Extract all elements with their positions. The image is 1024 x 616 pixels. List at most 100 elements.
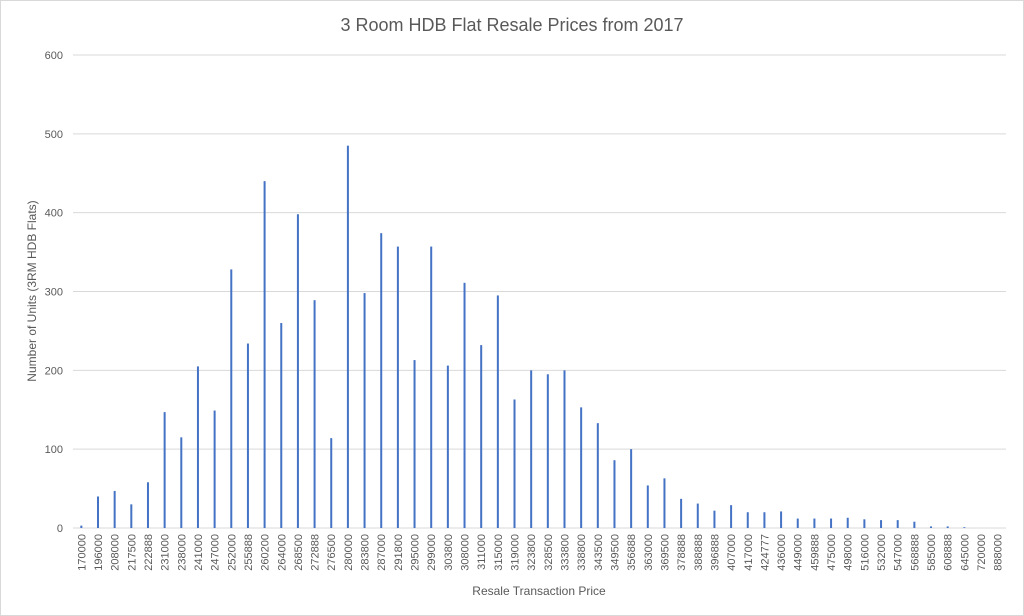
x-tick-label: 498000 xyxy=(843,534,855,571)
bar-252000 xyxy=(230,269,233,528)
y-tick-label: 600 xyxy=(45,50,63,62)
y-axis-title: Number of Units (3RM HDB Flats) xyxy=(25,200,39,381)
bar-532000 xyxy=(880,520,883,528)
bar-238000 xyxy=(180,437,183,528)
x-tick-label: 516000 xyxy=(859,534,871,571)
x-tick-label: 645000 xyxy=(959,534,971,571)
x-tick-label: 459888 xyxy=(809,534,821,571)
x-tick-label: 170000 xyxy=(76,534,88,571)
x-tick-label: 217500 xyxy=(126,534,138,571)
bar-356888 xyxy=(630,449,633,528)
x-tick-label: 363000 xyxy=(643,534,655,571)
y-tick-label: 400 xyxy=(45,208,63,220)
x-tick-label: 328500 xyxy=(543,534,555,571)
x-tick-label: 547000 xyxy=(893,534,905,571)
x-tick-label: 280000 xyxy=(343,534,355,571)
bar-308000 xyxy=(463,282,466,528)
bar-264000 xyxy=(280,323,283,528)
bar-208000 xyxy=(113,490,116,528)
bar-363000 xyxy=(646,485,649,528)
bar-417000 xyxy=(746,512,749,528)
x-tick-label: 349500 xyxy=(609,534,621,571)
bar-276500 xyxy=(330,438,333,528)
bar-516000 xyxy=(863,519,866,528)
bar-268500 xyxy=(296,214,299,528)
x-tick-label: 720000 xyxy=(976,534,988,571)
bar-260200 xyxy=(263,181,266,528)
bar-283800 xyxy=(363,293,366,528)
bar-222888 xyxy=(146,482,149,528)
y-tick-label: 100 xyxy=(45,444,63,456)
x-tick-label: 449000 xyxy=(793,534,805,571)
bar-338800 xyxy=(580,407,583,528)
bar-196000 xyxy=(96,496,99,528)
bar-295000 xyxy=(413,360,416,528)
x-tick-label: 608888 xyxy=(943,534,955,571)
x-tick-label: 311000 xyxy=(476,534,488,570)
x-tick-label: 222888 xyxy=(143,534,155,571)
x-tick-label: 343500 xyxy=(593,534,605,571)
x-tick-label: 407000 xyxy=(726,534,738,571)
bars xyxy=(80,145,966,529)
x-tick-label: 319000 xyxy=(510,534,522,571)
y-tick-label: 200 xyxy=(45,365,63,377)
bar-315000 xyxy=(496,295,499,528)
x-tick-label: 295000 xyxy=(410,534,422,571)
x-tick-label: 532000 xyxy=(876,534,888,571)
x-tick-label: 888000 xyxy=(993,534,1005,571)
bar-170000 xyxy=(80,525,83,528)
bar-349500 xyxy=(613,460,616,528)
x-tick-label: 255888 xyxy=(243,534,255,571)
bar-231000 xyxy=(163,412,166,528)
bar-247000 xyxy=(213,410,216,528)
bar-333800 xyxy=(563,370,566,528)
bar-568888 xyxy=(913,521,916,528)
gridlines xyxy=(73,54,1006,529)
bar-645000 xyxy=(963,527,966,528)
y-tick-label: 300 xyxy=(45,287,63,299)
bar-424777 xyxy=(763,512,766,528)
bar-369500 xyxy=(663,478,666,528)
x-tick-label: 272888 xyxy=(310,534,322,571)
x-tick-label: 238000 xyxy=(176,534,188,571)
x-tick-label: 356888 xyxy=(626,534,638,571)
x-tick-label: 283800 xyxy=(360,534,372,571)
bar-287000 xyxy=(380,233,383,528)
bar-303800 xyxy=(446,365,449,528)
bar-328500 xyxy=(546,374,549,528)
bar-459888 xyxy=(813,518,816,528)
x-tick-label: 299000 xyxy=(426,534,438,571)
x-tick-label: 308000 xyxy=(460,534,472,571)
x-tick-label: 417000 xyxy=(743,534,755,571)
bar-323800 xyxy=(530,370,533,528)
y-tick-label: 0 xyxy=(57,523,63,535)
x-tick-labels: 170000 196000 208000 217500 222888 231000 2380… xyxy=(76,534,1004,571)
bar-436000 xyxy=(780,511,783,528)
bar-407000 xyxy=(730,505,733,528)
bar-378888 xyxy=(680,498,683,528)
bar-319000 xyxy=(513,399,516,528)
x-tick-label: 208000 xyxy=(110,534,122,571)
bar-291800 xyxy=(396,246,399,528)
bar-498000 xyxy=(846,517,849,528)
x-tick-label: 568888 xyxy=(909,534,921,571)
x-tick-label: 338800 xyxy=(576,534,588,571)
x-axis-title: Resale Transaction Price xyxy=(472,584,606,598)
x-tick-label: 315000 xyxy=(493,534,505,571)
bar-272888 xyxy=(313,300,316,528)
bar-547000 xyxy=(896,520,899,528)
x-tick-label: 475000 xyxy=(826,534,838,571)
x-tick-label: 333800 xyxy=(559,534,571,571)
bar-241000 xyxy=(196,366,199,528)
bar-585000 xyxy=(930,526,933,528)
x-tick-label: 268500 xyxy=(293,534,305,571)
bar-608888 xyxy=(946,526,949,528)
y-tick-labels: 0 100 200 300 400 500 600 xyxy=(45,50,63,535)
x-tick-label: 231000 xyxy=(160,534,172,571)
x-tick-label: 396888 xyxy=(709,534,721,571)
bar-217500 xyxy=(130,504,133,528)
x-tick-label: 276500 xyxy=(326,534,338,571)
bar-388888 xyxy=(696,503,699,528)
x-tick-label: 424777 xyxy=(759,534,771,571)
x-tick-label: 436000 xyxy=(776,534,788,571)
